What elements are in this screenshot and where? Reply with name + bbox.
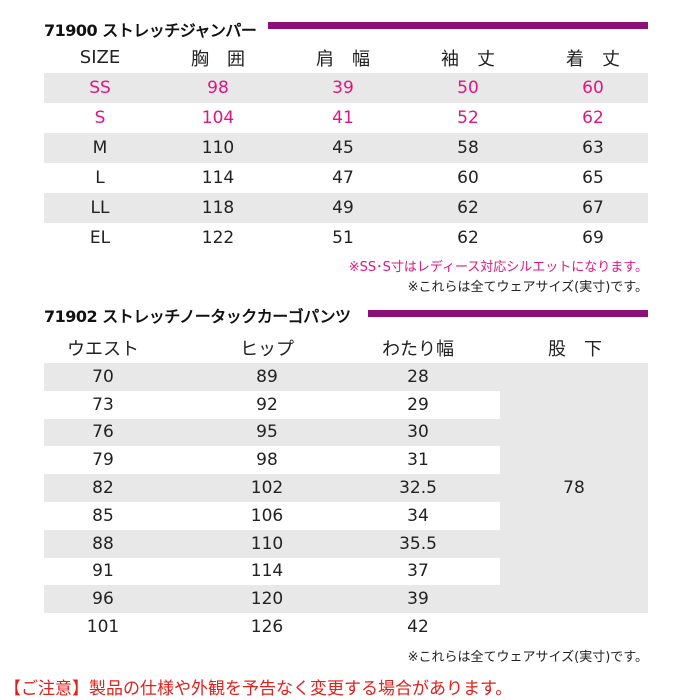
- table-cell: 106: [250, 505, 284, 526]
- table-cell: 47: [332, 168, 354, 188]
- table-cell: 85: [92, 505, 114, 526]
- table-cell: L: [95, 168, 105, 188]
- table-cell: 110: [250, 533, 284, 554]
- table-cell: ウエスト: [67, 339, 139, 360]
- table-cell: 39: [332, 78, 354, 98]
- change-notice: 【ご注意】製品の仕様や外観を予告なく変更する場合があります。: [4, 679, 513, 699]
- table-cell: 股 下: [548, 339, 602, 360]
- table-cell: 92: [256, 394, 278, 415]
- table-cell: M: [92, 138, 108, 158]
- table-cell: 着 丈: [566, 48, 620, 70]
- table-cell: 39: [407, 589, 429, 610]
- table-cell: 91: [92, 561, 114, 582]
- table-cell: 60: [582, 78, 604, 98]
- table-cell: 62: [457, 228, 479, 248]
- table-cell: 67: [582, 198, 604, 218]
- table-row: L 114 47 60 65: [44, 163, 648, 193]
- table-row: M 110 45 58 63: [44, 133, 648, 163]
- table-cell: 88: [92, 533, 114, 554]
- jumper-title: 71900 ストレッチジャンパー: [44, 21, 257, 40]
- table-header-row: SIZE 胸 囲 肩 幅 袖 丈 着 丈: [44, 42, 648, 73]
- ladies-note: ※SS･S寸はレディース対応シルエットになります。: [348, 260, 648, 275]
- table-cell: 62: [457, 198, 479, 218]
- inseam-merged-cell: 78: [500, 363, 648, 614]
- table-cell: 101: [86, 617, 120, 638]
- table-cell: EL: [89, 228, 111, 248]
- table-cell: 50: [457, 78, 479, 98]
- table-cell: 96: [92, 589, 114, 610]
- table-cell: 37: [407, 561, 429, 582]
- table-cell: LL: [90, 198, 110, 218]
- table-cell: 34: [407, 505, 429, 526]
- table-cell: 102: [250, 478, 284, 499]
- jumper-title-bar: [268, 22, 648, 29]
- table-cell: 35.5: [399, 533, 437, 554]
- pants-title-bar: [368, 310, 648, 317]
- table-cell: 65: [582, 168, 604, 188]
- table-cell: 52: [457, 108, 479, 128]
- jumper-actual-size-note: ※これらは全てウェアサイズ(実寸)です。: [407, 280, 648, 295]
- table-cell: 126: [250, 617, 284, 638]
- pants-actual-size-note: ※これらは全てウェアサイズ(実寸)です。: [407, 650, 648, 665]
- table-cell: 30: [407, 422, 429, 443]
- table-cell: 58: [457, 138, 479, 158]
- table-cell: 73: [92, 394, 114, 415]
- table-cell: 89: [256, 366, 278, 387]
- table-row: LL 118 49 62 67: [44, 193, 648, 223]
- table-cell: 29: [407, 394, 429, 415]
- table-cell: 31: [407, 450, 429, 471]
- table-cell: 63: [582, 138, 604, 158]
- table-cell: 110: [201, 138, 235, 158]
- table-cell: 60: [457, 168, 479, 188]
- table-row: 76 95 30: [44, 418, 500, 447]
- table-cell: 51: [332, 228, 354, 248]
- table-cell: 肩 幅: [316, 48, 370, 70]
- table-cell: わたり幅: [382, 339, 454, 360]
- table-header-row: ウエスト ヒップ わたり幅 股 下: [44, 333, 648, 363]
- table-cell: 95: [256, 422, 278, 443]
- table-row: 88 110 35.5: [44, 529, 500, 558]
- table-cell: 76: [92, 422, 114, 443]
- table-row: 82 102 32.5: [44, 474, 500, 502]
- table-cell: 袖 丈: [441, 48, 495, 70]
- table-row: EL 122 51 62 69: [44, 223, 648, 253]
- table-cell: 98: [256, 450, 278, 471]
- table-row: 70 89 28: [44, 363, 500, 391]
- table-cell: 70: [92, 366, 114, 387]
- table-cell: 49: [332, 198, 354, 218]
- table-cell: 79: [92, 450, 114, 471]
- table-cell: S: [94, 108, 106, 128]
- table-cell: 82: [92, 478, 114, 499]
- table-cell: 42: [407, 617, 429, 638]
- table-row: 91 114 37: [44, 558, 500, 586]
- table-cell: SS: [89, 78, 111, 98]
- table-cell: 120: [250, 589, 284, 610]
- table-cell: 98: [207, 78, 229, 98]
- table-cell: 69: [582, 228, 604, 248]
- table-cell: 41: [332, 108, 354, 128]
- table-row: 101 126 42: [44, 613, 500, 641]
- table-cell: 45: [332, 138, 354, 158]
- table-row: SS 98 39 50 60: [44, 73, 648, 103]
- table-cell: 胸 囲: [191, 48, 245, 70]
- pants-title: 71902 ストレッチノータックカーゴパンツ: [44, 307, 351, 326]
- table-cell: 104: [201, 108, 235, 128]
- table-cell: 114: [250, 561, 284, 582]
- table-row: 85 106 34: [44, 502, 500, 530]
- table-cell: 32.5: [399, 478, 437, 499]
- table-cell: 114: [201, 168, 235, 188]
- table-row: 79 98 31: [44, 446, 500, 474]
- table-cell: 28: [407, 366, 429, 387]
- table-cell: ヒップ: [240, 339, 294, 360]
- table-row: S 104 41 52 62: [44, 103, 648, 133]
- table-cell: 62: [582, 108, 604, 128]
- table-row: 96 120 39: [44, 585, 500, 614]
- table-cell: SIZE: [79, 47, 121, 68]
- table-row: 73 92 29: [44, 391, 500, 419]
- table-cell: 122: [201, 228, 235, 248]
- table-cell: 118: [201, 198, 235, 218]
